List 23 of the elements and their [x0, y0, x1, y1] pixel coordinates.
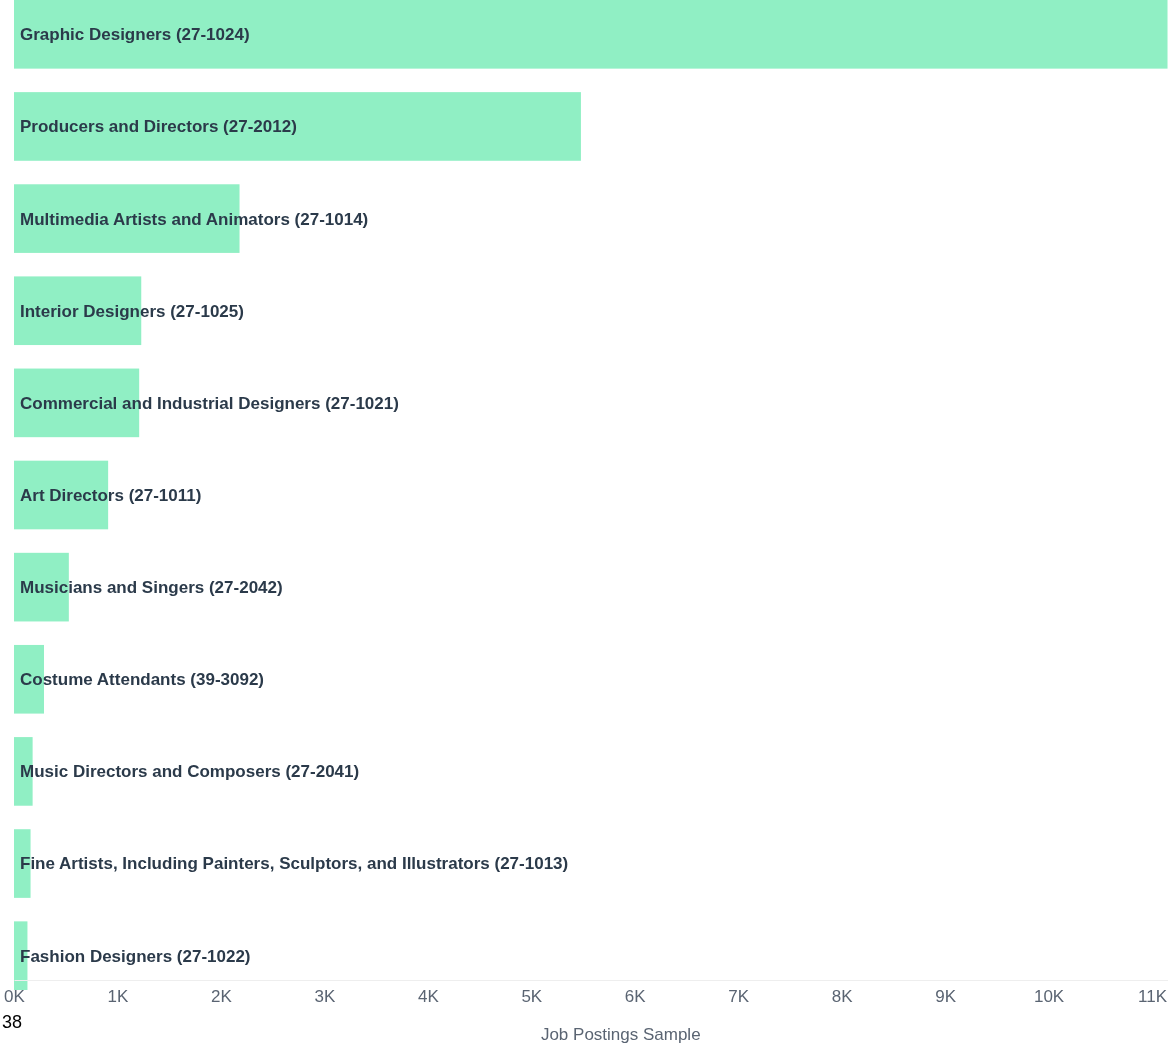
- y-tick-label: Music Directors and Composers (27-2041): [20, 762, 360, 782]
- y-tick-label: Fashion Designers (27-1022): [20, 946, 251, 966]
- y-tick-label: Costume Attendants (39-3092): [20, 670, 265, 690]
- y-tick-label: Fine Artists, Including Painters, Sculptors, and Illustrators (27-1013): [20, 854, 569, 874]
- x-tick-label: 8K: [831, 987, 854, 1007]
- y-tick-label: Graphic Designers (27-1024): [20, 25, 250, 45]
- bar: [14, 92, 581, 161]
- x-tick-label: 1K: [107, 987, 130, 1007]
- x-tick-label: 10K: [1033, 987, 1065, 1007]
- x-tick-label: 11K: [1138, 987, 1168, 1007]
- x-tick-label: 6K: [624, 987, 647, 1007]
- bar: [14, 0, 1168, 69]
- x-axis-title: Job Postings Sample: [540, 1025, 701, 1044]
- x-tick-label: 9K: [935, 987, 957, 1007]
- y-tick-label: Producers and Directors (27-2012): [20, 117, 297, 137]
- x-tick-label: 7K: [728, 987, 750, 1007]
- x-tick-label: 2K: [211, 987, 233, 1007]
- x-tick-label: 4K: [417, 987, 440, 1007]
- x-tick-label: 0K: [4, 987, 26, 1007]
- x-tick-label: 3K: [314, 987, 336, 1007]
- annotation: 38: [2, 1012, 23, 1032]
- x-tick-label: 5K: [521, 987, 543, 1007]
- y-tick-label: Multimedia Artists and Animators (27-1014): [20, 209, 369, 229]
